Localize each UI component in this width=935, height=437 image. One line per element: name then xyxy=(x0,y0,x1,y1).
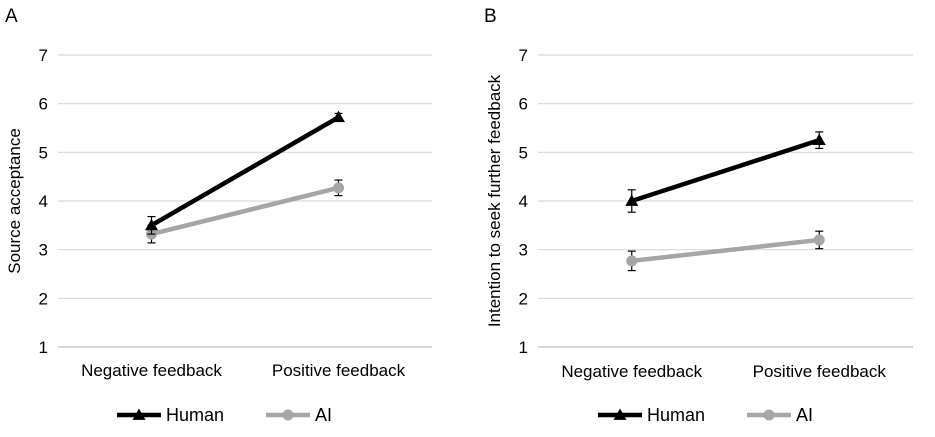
ai-legend-label: AI xyxy=(315,405,332,425)
y-tick-label: 4 xyxy=(519,192,528,211)
y-tick-label: 1 xyxy=(39,338,48,357)
y-tick-label: 2 xyxy=(39,289,48,308)
ai-series-line xyxy=(149,185,341,237)
y-tick-label: 6 xyxy=(39,95,48,114)
y-axis-label: Source acceptance xyxy=(5,128,24,274)
y-tick-label: 4 xyxy=(39,192,48,211)
human-legend-label: Human xyxy=(647,405,705,425)
human-series-line xyxy=(629,137,822,204)
ai-data-point xyxy=(626,255,638,267)
y-axis-label: Intention to seek further feedback xyxy=(485,74,504,327)
panel-b: B 1 2 3 4 5 6 7 Negative feedback Positive feedba… xyxy=(484,6,913,381)
y-tick-label: 2 xyxy=(519,289,528,308)
y-tick-label: 7 xyxy=(39,46,48,65)
ai-legend-marker xyxy=(282,409,294,421)
human-legend-marker xyxy=(132,408,146,420)
legend-panel-a: Human AI xyxy=(117,405,332,425)
y-tick-label: 3 xyxy=(39,241,48,260)
y-tick-label: 6 xyxy=(519,95,528,114)
human-legend-label: Human xyxy=(166,405,224,425)
x-tick-label: Negative feedback xyxy=(561,362,702,381)
panel-a: A 1 2 3 4 5 6 7 Negative feedback Positive feedba… xyxy=(5,6,432,380)
human-data-point xyxy=(332,110,345,123)
human-legend-marker xyxy=(613,408,627,420)
panel-letter: B xyxy=(484,6,497,27)
ai-data-point xyxy=(333,182,344,194)
human-data-point xyxy=(145,218,158,231)
legend-panel-b: Human AI xyxy=(598,405,813,425)
x-tick-label: Positive feedback xyxy=(272,361,406,380)
y-tick-label: 5 xyxy=(39,143,48,162)
ai-series-line xyxy=(629,237,822,264)
y-tick-label: 3 xyxy=(519,241,528,260)
human-data-point xyxy=(625,194,639,206)
x-tick-label: Positive feedback xyxy=(753,362,887,381)
y-tick-label: 7 xyxy=(519,46,528,65)
panel-letter: A xyxy=(5,6,18,27)
y-tick-label: 1 xyxy=(519,338,528,357)
human-data-point xyxy=(812,133,826,146)
x-tick-label: Negative feedback xyxy=(81,361,222,380)
ai-legend-label: AI xyxy=(796,405,813,425)
y-tick-label: 5 xyxy=(519,143,528,162)
human-series-line xyxy=(149,115,341,228)
ai-legend-marker xyxy=(763,409,775,421)
ai-data-point xyxy=(813,234,825,246)
